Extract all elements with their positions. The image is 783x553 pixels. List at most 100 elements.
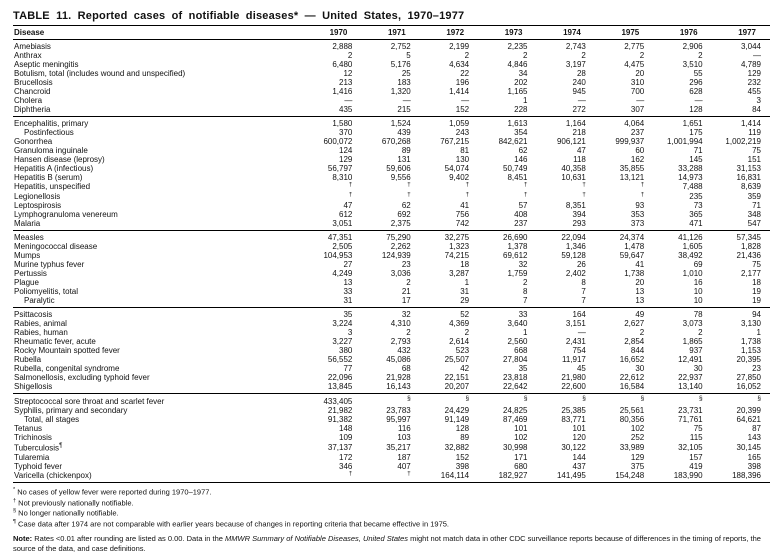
value-cell: 164 bbox=[572, 310, 586, 320]
value-cell: 2,743 bbox=[565, 42, 586, 51]
table-row: Rocky Mountain spotted fever 380 432 523 668… bbox=[13, 346, 770, 355]
value-cell: † bbox=[478, 182, 536, 192]
value-cell: 22,937 bbox=[678, 373, 703, 383]
value-cell: 54,074 bbox=[444, 164, 470, 173]
value-cell: † bbox=[478, 192, 536, 202]
footnote-marker: § bbox=[13, 508, 17, 515]
value-cell: 2,614 bbox=[449, 337, 470, 347]
table-row: Leptospirosis 47 62 41 57 8,351 93 73 71 bbox=[13, 201, 770, 210]
value-cell: — bbox=[402, 96, 411, 105]
value-cell: 56,552 bbox=[327, 355, 353, 365]
value-cell: 433,405 bbox=[323, 396, 353, 406]
table-row: Poliomyelitis, total 33 21 31 8 7 13 10 19 bbox=[13, 287, 770, 296]
value-cell: 12,491 bbox=[678, 355, 703, 365]
table-row: Total, all stages 91,382 95,997 91,149 87,46… bbox=[13, 415, 770, 424]
disease-name: Tuberculosis¶ bbox=[14, 442, 63, 453]
table-row: Rabies, animal 3,224 4,310 4,369 3,640 3,151 2… bbox=[13, 319, 770, 328]
value-cell: 394 bbox=[572, 210, 586, 220]
value-cell: 16,143 bbox=[386, 382, 411, 392]
disease-name: Shigellosis bbox=[14, 382, 53, 392]
value-cell: 293 bbox=[572, 219, 586, 229]
table-row: Amebiasis 2,888 2,752 2,199 2,235 2,743 2,775 2… bbox=[13, 40, 770, 52]
value-cell: 32 bbox=[518, 260, 528, 270]
value-cell: 1,416 bbox=[332, 87, 353, 96]
value-cell: 353 bbox=[630, 210, 645, 220]
column-header: 1971 bbox=[361, 25, 420, 40]
value-cell: 151 bbox=[747, 155, 761, 164]
value-cell: 10,631 bbox=[561, 173, 586, 182]
value-cell: 2 bbox=[406, 278, 411, 288]
value-cell: 3,051 bbox=[332, 219, 353, 229]
value-cell: 124 bbox=[339, 146, 353, 155]
disease-name: Amebiasis bbox=[14, 42, 51, 51]
value-cell: 310 bbox=[630, 78, 645, 87]
value-cell: 1,865 bbox=[682, 337, 703, 347]
disease-name: Tetanus bbox=[14, 423, 43, 433]
value-cell: 115 bbox=[689, 432, 703, 442]
value-cell: 30,122 bbox=[561, 442, 586, 452]
value-cell: 62 bbox=[518, 146, 528, 155]
value-cell: 69,612 bbox=[503, 251, 528, 261]
value-cell: 89 bbox=[401, 146, 411, 155]
disease-name: Paralytic bbox=[24, 296, 55, 306]
value-cell: 3,197 bbox=[565, 60, 586, 69]
value-cell: 74,215 bbox=[444, 251, 470, 261]
value-cell: 2,752 bbox=[390, 42, 411, 51]
footnote-marker: § bbox=[523, 395, 528, 403]
table-row: Typhoid fever 346 407 398 680 437 375 419 398 bbox=[13, 462, 770, 471]
value-cell: 2,375 bbox=[390, 219, 411, 229]
footnote-marker: † bbox=[407, 182, 411, 188]
value-cell: 23 bbox=[401, 260, 411, 270]
value-cell: 3,287 bbox=[449, 269, 470, 279]
value-cell: 45 bbox=[576, 364, 586, 374]
value-cell: 1,738 bbox=[740, 337, 761, 347]
value-cell: 24,374 bbox=[619, 233, 645, 243]
value-cell: 157 bbox=[689, 452, 703, 462]
value-cell: 1,346 bbox=[565, 242, 586, 252]
value-cell: 143 bbox=[747, 432, 761, 442]
value-cell: § bbox=[653, 394, 711, 406]
value-cell: 2 bbox=[406, 328, 411, 338]
value-cell: 101 bbox=[572, 423, 586, 433]
value-cell: 34 bbox=[518, 69, 528, 78]
value-cell: § bbox=[595, 394, 653, 406]
value-cell: 21,436 bbox=[736, 251, 761, 261]
value-cell: 243 bbox=[455, 128, 470, 137]
value-cell: 3,130 bbox=[740, 319, 761, 329]
table-row: Lymphogranuloma venereum 612 692 756 408 394 3… bbox=[13, 210, 770, 219]
value-cell: 59,606 bbox=[386, 164, 411, 173]
value-cell: 21,982 bbox=[327, 405, 353, 415]
value-cell: 2,431 bbox=[565, 337, 586, 347]
value-cell: 23 bbox=[752, 364, 761, 374]
disease-name: Murine typhus fever bbox=[14, 260, 85, 270]
footnote: † Not previously nationally notifiable. bbox=[13, 497, 134, 508]
value-cell: 22,151 bbox=[444, 373, 470, 383]
footnote-marker: † bbox=[582, 182, 586, 188]
footnote-marker: † bbox=[523, 182, 528, 188]
table-row: Anthrax 2 5 2 2 2 2 2 — bbox=[13, 51, 770, 60]
value-cell: 4,846 bbox=[507, 60, 528, 69]
value-cell: 41 bbox=[460, 201, 470, 211]
value-cell: 842,621 bbox=[498, 137, 528, 146]
disease-name: Granuloma inguinale bbox=[14, 146, 88, 155]
disease-name: Tularemia bbox=[14, 452, 50, 462]
value-cell: 27 bbox=[343, 260, 353, 270]
value-cell: 3 bbox=[756, 96, 761, 105]
notifiable-diseases-table: Disease 1970 1971 1972 1973 1974 1975 1976 1977 A… bbox=[13, 25, 770, 484]
disease-name: Meningococcal disease bbox=[14, 242, 98, 252]
value-cell: 128 bbox=[455, 423, 470, 433]
disease-name: Legionellosis bbox=[14, 191, 61, 201]
value-cell: 13 bbox=[635, 287, 645, 297]
value-cell: 50,749 bbox=[503, 164, 528, 173]
value-cell: 2,235 bbox=[507, 42, 528, 51]
table-row: Pertussis 4,249 3,036 3,287 1,759 2,402 1,738 1… bbox=[13, 269, 770, 278]
disease-name: Plague bbox=[14, 278, 39, 288]
footnote-marker: † bbox=[465, 191, 470, 198]
column-header: 1974 bbox=[536, 25, 595, 40]
value-cell: 2 bbox=[523, 51, 528, 60]
value-cell: — bbox=[577, 328, 586, 338]
value-cell: 69 bbox=[693, 260, 703, 270]
value-cell: † bbox=[537, 182, 595, 192]
value-cell: 32,275 bbox=[444, 233, 470, 243]
footnote-marker: † bbox=[407, 470, 411, 477]
